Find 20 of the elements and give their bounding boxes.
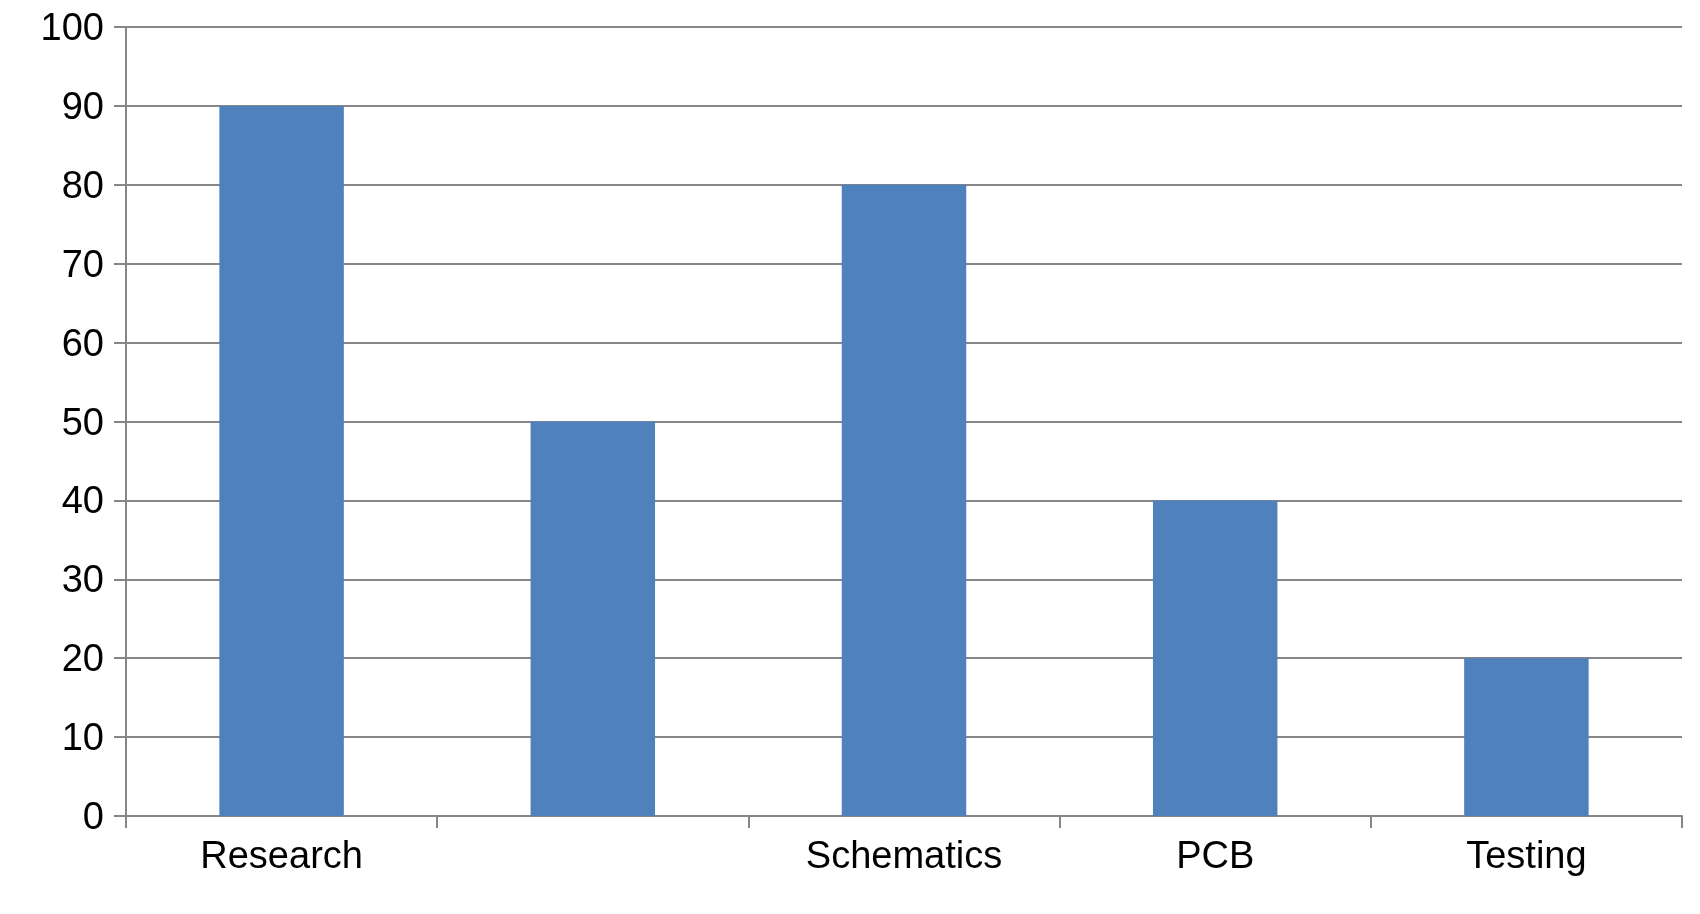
bar (1152, 500, 1278, 816)
x-tick-label: Schematics (805, 834, 1003, 876)
y-tick-label: 0 (82, 795, 104, 837)
y-tick-label: 100 (40, 6, 104, 48)
y-tick-label: 20 (61, 637, 104, 680)
bar (530, 421, 656, 816)
y-tick-label: 70 (61, 242, 104, 285)
y-tick-label: 80 (61, 163, 104, 206)
y-tick-label: 10 (61, 716, 104, 759)
y-tick-label: 90 (61, 84, 104, 127)
y-tick-label: 50 (61, 400, 104, 443)
y-tick-label: 40 (61, 479, 104, 522)
y-tick-label: 60 (61, 321, 104, 364)
y-tick-label: 30 (61, 558, 104, 601)
bar (219, 105, 344, 816)
x-tick-label: PCB (1176, 834, 1255, 876)
bar (841, 184, 967, 816)
bar (1464, 658, 1589, 816)
x-tick-label: Testing (1466, 834, 1587, 876)
x-tick-label: Research (200, 834, 363, 876)
